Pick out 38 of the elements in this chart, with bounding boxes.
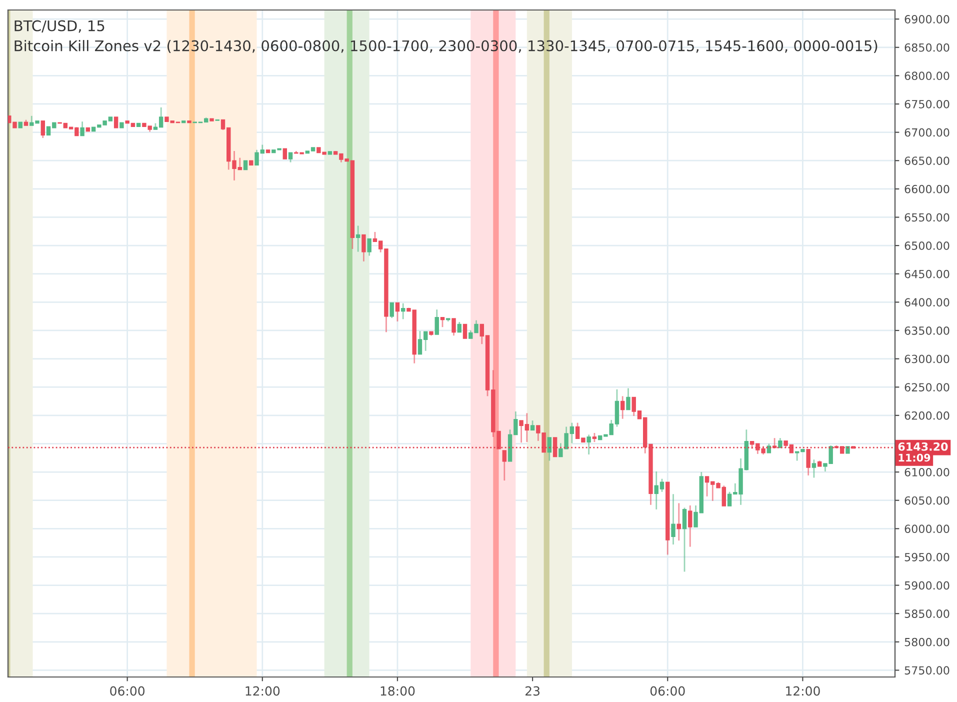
y-tick-label: 6100.00 xyxy=(904,468,950,476)
y-tick-label: 6700.00 xyxy=(904,128,950,137)
y-tick-label: 6800.00 xyxy=(904,72,950,80)
y-tick-label: 6650.00 xyxy=(904,156,950,165)
text: 11:09 xyxy=(898,454,930,462)
y-tick-label: 5900.00 xyxy=(904,581,950,590)
y-tick-label: 6250.00 xyxy=(904,383,950,392)
y-tick-label: 5850.00 xyxy=(904,610,950,618)
y-tick-label: 6600.00 xyxy=(904,184,950,194)
x-tick-label: 12:00 xyxy=(786,686,820,696)
y-tick-label: 6050.00 xyxy=(904,496,950,505)
candlestick xyxy=(243,160,248,170)
y-tick-label: 6350.00 xyxy=(904,326,950,335)
text: BTC/USD, 15 xyxy=(14,20,104,33)
x-tick-label: 06:00 xyxy=(650,686,685,696)
candlestick xyxy=(462,324,468,339)
y-tick-label: 6400.00 xyxy=(904,298,950,307)
y-tick-label: 5800.00 xyxy=(904,638,950,646)
candlestick xyxy=(114,116,118,128)
x-tick-label: 06:00 xyxy=(110,686,144,696)
x-tick-label: 12:00 xyxy=(246,686,280,696)
y-tick-label: 6900.00 xyxy=(904,15,950,24)
y-tick-label: 6750.00 xyxy=(904,100,950,108)
x-tick-label: 23 xyxy=(526,686,540,696)
y-tick-label: 6200.00 xyxy=(904,411,950,420)
y-tick-label: 6850.00 xyxy=(904,43,950,52)
ref-line-label: 6143.20 xyxy=(898,442,948,451)
y-tick-label: 6300.00 xyxy=(904,354,950,364)
text: Bitcoin Kill Zones v2 (1230-1430, 0600-0800, 1500-1700, 2300-0300, 1330-1345, 0700-0715, 1545-1600, 0000-0015) xyxy=(14,40,878,54)
y-tick-label: 6450.00 xyxy=(904,270,950,278)
candlestick xyxy=(552,437,558,458)
y-tick-label: 5950.00 xyxy=(904,552,950,562)
y-tick-label: 5750.00 xyxy=(904,666,950,675)
candlestick xyxy=(282,148,288,160)
y-tick-label: 6000.00 xyxy=(904,524,950,534)
x-tick-label: 18:00 xyxy=(380,686,415,696)
y-tick-label: 6500.00 xyxy=(904,242,950,250)
y-tick-label: 6550.00 xyxy=(904,213,950,222)
